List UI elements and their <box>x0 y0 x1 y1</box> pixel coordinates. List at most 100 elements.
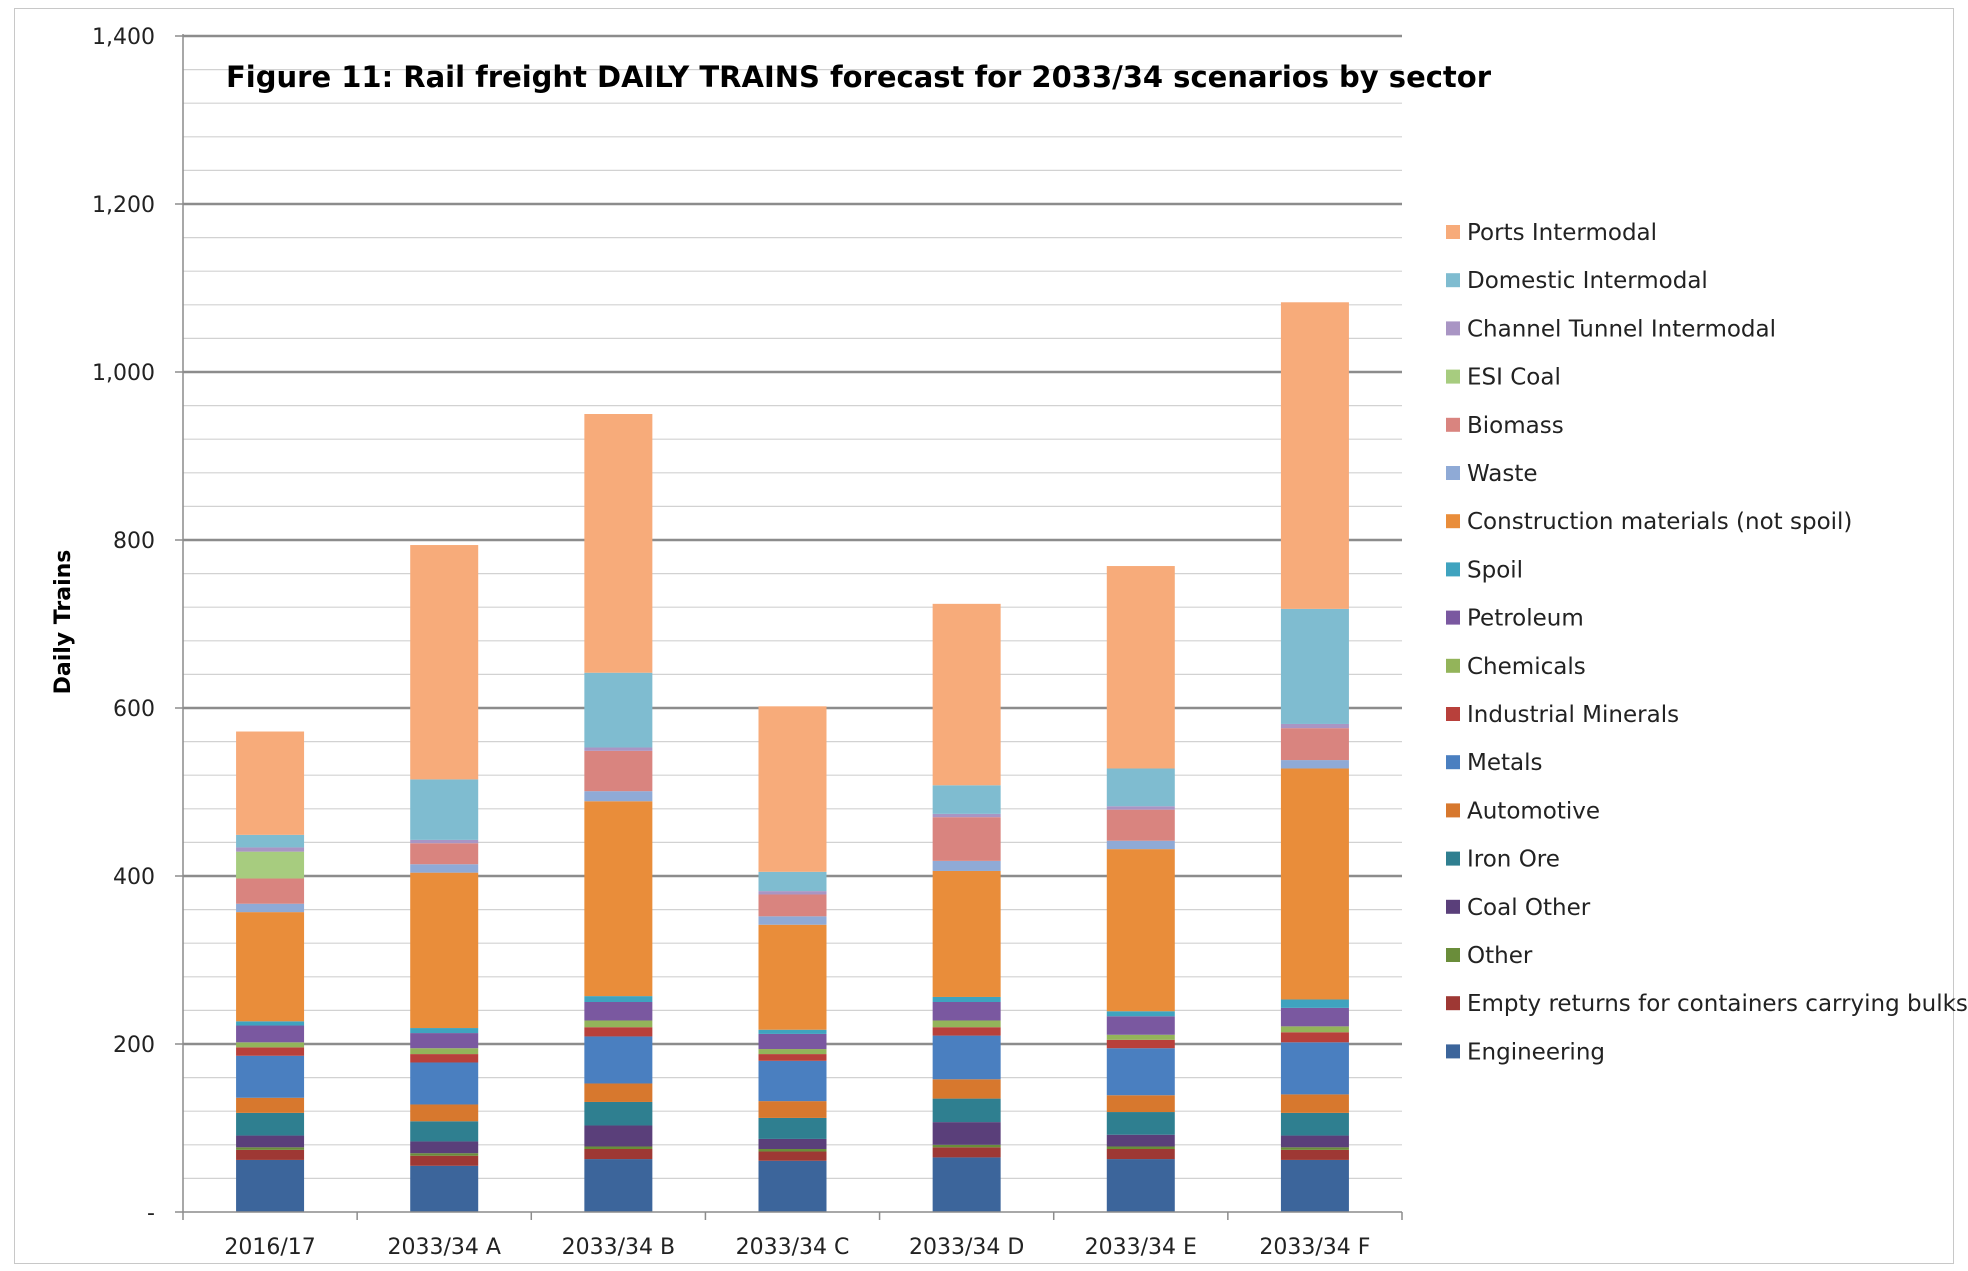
bar-segment <box>1106 1039 1175 1049</box>
legend-swatch <box>1446 707 1460 721</box>
bar-segment <box>410 779 479 840</box>
bar-segment <box>1280 1149 1349 1160</box>
legend-label: Domestic Intermodal <box>1467 268 1708 294</box>
legend-entry: Ports Intermodal <box>1446 220 1657 246</box>
bar-segment <box>932 996 1001 1002</box>
legend-entry: Chemicals <box>1446 654 1586 680</box>
x-tick-label: 2033/34 C <box>736 1235 850 1260</box>
bar-segment <box>758 706 827 872</box>
bar-segment <box>236 847 305 852</box>
legend-label: Spoil <box>1467 557 1523 583</box>
y-tick-label: - <box>147 1201 155 1226</box>
legend-entry: Metals <box>1446 750 1542 776</box>
bar-segment <box>410 545 479 780</box>
bar-segment <box>236 1149 305 1160</box>
bar-segment <box>932 1002 1001 1021</box>
legend-swatch <box>1446 369 1460 384</box>
bar-segment <box>758 894 827 917</box>
legend-swatch <box>1446 755 1460 770</box>
legend-swatch <box>1446 225 1460 239</box>
bar-segment <box>758 1149 827 1152</box>
bar-segment <box>758 924 827 1030</box>
legend-swatch <box>1446 514 1460 529</box>
legend-swatch <box>1446 658 1460 673</box>
bar-segment <box>584 1002 653 1021</box>
bar-segment <box>1280 1007 1349 1027</box>
legend-label: Construction materials (not spoil) <box>1467 509 1852 535</box>
bar-segment <box>236 1021 305 1026</box>
axes <box>175 34 1403 1220</box>
legend-swatch <box>1446 417 1460 432</box>
bar-segment <box>584 1083 653 1102</box>
bar-segment <box>584 1027 653 1037</box>
bar-segment <box>584 1125 653 1147</box>
bar-segment <box>410 1054 479 1063</box>
bar-segment <box>1280 760 1349 769</box>
bar-segment <box>1280 302 1349 609</box>
bar-segment <box>236 731 305 835</box>
legend-swatch <box>1446 851 1460 866</box>
legend-swatch <box>1446 610 1460 625</box>
legend-label: Biomass <box>1467 413 1564 439</box>
legend-entry: Domestic Intermodal <box>1446 268 1708 294</box>
bar-segment <box>236 1025 305 1043</box>
legend-label: Automotive <box>1467 798 1600 824</box>
bar-segment <box>758 1029 827 1034</box>
legend-swatch <box>1446 1044 1460 1059</box>
bar-segment <box>410 1033 479 1049</box>
bar-segment <box>1106 1146 1175 1149</box>
legend-entry: Spoil <box>1446 557 1523 583</box>
bar-segment <box>932 813 1001 818</box>
bar-segment <box>758 1138 827 1149</box>
bar-segment <box>1106 806 1175 810</box>
bar-segment <box>1280 1094 1349 1113</box>
legend-entry: Petroleum <box>1446 606 1584 632</box>
legend-label: Petroleum <box>1467 606 1584 632</box>
legend-entry: Empty returns for containers carrying bu… <box>1446 991 1968 1017</box>
bar-segment <box>1106 1112 1175 1135</box>
bar-segment <box>410 1165 479 1212</box>
bar-segment <box>584 672 653 748</box>
bar-segment <box>584 1101 653 1126</box>
bar-segment <box>410 1121 479 1142</box>
bar-segment <box>236 1047 305 1056</box>
bar-segment <box>584 1159 653 1212</box>
x-tick-label: 2033/34 D <box>909 1235 1024 1260</box>
bar-segment <box>1106 849 1175 1012</box>
y-axis-label: Daily Trains <box>51 550 76 695</box>
bar-segment <box>236 903 305 913</box>
bar-segment <box>758 891 827 895</box>
bar-segment <box>932 785 1001 814</box>
bar-segment <box>1106 1048 1175 1096</box>
bar-segment <box>410 1048 479 1055</box>
legend-swatch <box>1446 803 1460 818</box>
bar-segment <box>932 870 1001 997</box>
bar-segment <box>584 414 653 673</box>
bar-segment <box>1280 999 1349 1008</box>
bar-segment <box>758 871 827 892</box>
bar-segment <box>932 1144 1001 1148</box>
bar-segment <box>932 1079 1001 1099</box>
legend-swatch <box>1446 273 1460 288</box>
bar-segment <box>1280 728 1349 761</box>
bar-segment <box>236 1097 305 1113</box>
bar-segment <box>236 878 305 904</box>
bar-segment <box>410 839 479 844</box>
bar-segment <box>236 1112 305 1136</box>
bar-segment <box>758 1049 827 1055</box>
y-tick-label: 200 <box>113 1033 155 1058</box>
bar-segment <box>410 1062 479 1105</box>
bar-segment <box>1280 1135 1349 1148</box>
bar-segment <box>236 1042 305 1048</box>
legend-swatch <box>1446 899 1460 914</box>
bar-segment <box>932 1157 1001 1212</box>
legend-label: Waste <box>1467 461 1538 487</box>
y-tick-label: 600 <box>113 697 155 722</box>
bar-segment <box>584 1146 653 1149</box>
y-tick-label: 800 <box>113 529 155 554</box>
legend-label: Chemicals <box>1467 654 1586 680</box>
bar-segment <box>410 1028 479 1034</box>
bar-segment <box>932 860 1001 871</box>
legend-entry: ESI Coal <box>1446 365 1561 391</box>
legend-entry: Iron Ore <box>1446 847 1560 873</box>
